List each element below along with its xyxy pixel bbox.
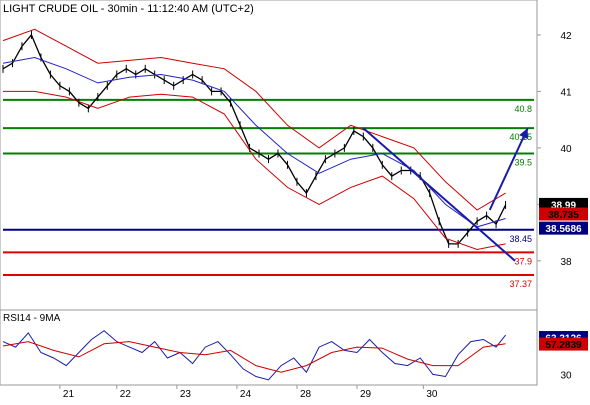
arrow-shaft — [488, 127, 529, 211]
level-label: 39.5 — [514, 158, 532, 168]
arrow-head — [519, 128, 528, 140]
rsi-series — [2, 330, 506, 381]
price-panel-frame — [0, 0, 538, 311]
x-tick-label: 30 — [426, 389, 438, 400]
value-tag-label: 38.99 — [551, 200, 576, 211]
y-tick-label: 41 — [560, 87, 572, 98]
value-tag — [539, 221, 588, 235]
value-tag — [539, 337, 588, 351]
y-tick-label: 38 — [560, 257, 572, 268]
x-tick-label: 21 — [63, 389, 75, 400]
chart-title: LIGHT CRUDE OIL - 30min - 11:12:40 AM (U… — [3, 3, 254, 15]
x-tick-label: 22 — [120, 389, 132, 400]
y-tick-label: 40 — [560, 144, 572, 155]
value-tag — [539, 207, 588, 221]
rsi-tick-label: 30 — [560, 370, 572, 381]
x-tick-label: 28 — [300, 389, 312, 400]
level-label: 38.45 — [509, 234, 532, 244]
series-line — [3, 90, 506, 251]
series-line — [2, 28, 506, 211]
x-tick-label: 24 — [240, 389, 252, 400]
level-label: 37.9 — [514, 256, 532, 266]
x-tick-label: 23 — [180, 389, 192, 400]
rsi-panel-frame — [0, 309, 538, 386]
value-tag-label: 38.5686 — [545, 224, 582, 235]
x-tick-label: 29 — [360, 389, 372, 400]
level-label: 37.37 — [509, 279, 532, 289]
value-tag-label: 38.735 — [548, 210, 579, 221]
rsi-line — [2, 341, 506, 373]
axis-labels: 38394041423021222324282930 — [59, 31, 572, 400]
y-tick-label: 42 — [560, 31, 572, 42]
level-lines: 40.8 40.15 39.5 38.45 37.9 37.37 — [3, 98, 534, 289]
trend-line — [362, 127, 516, 262]
level-label: 40.15 — [509, 132, 532, 142]
rsi-label: RSI14 - 9MA — [3, 313, 61, 324]
trend-annotations — [362, 127, 529, 262]
value-tag-label: 57.2839 — [545, 340, 582, 351]
level-label: 40.8 — [514, 104, 532, 114]
